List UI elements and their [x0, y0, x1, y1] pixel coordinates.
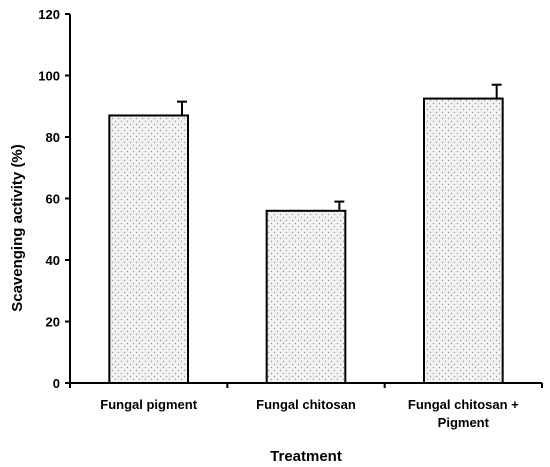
- y-axis: 0 20 40 60 80 100 120: [38, 7, 71, 391]
- bar: [423, 97, 504, 384]
- y-tick-label: 120: [38, 7, 60, 22]
- y-tick-label: 40: [46, 253, 60, 268]
- x-tick-label: Fungal pigment: [100, 397, 197, 412]
- x-axis-title: Treatment: [270, 448, 342, 465]
- y-axis-title: Scavenging activity (%): [9, 144, 26, 312]
- y-tick-label: 80: [46, 130, 60, 145]
- x-tick-label: Fungal chitosan: [256, 397, 356, 412]
- y-tick-label: 60: [46, 192, 60, 207]
- x-axis: Fungal pigment Fungal chitosan Fungal chit…: [69, 382, 543, 430]
- bars: [108, 83, 504, 384]
- x-tick-label-line: Fungal chitosan +: [408, 397, 519, 412]
- x-tick-label: Fungal chitosan + Pigment: [408, 397, 519, 430]
- y-tick-label: 100: [38, 69, 60, 84]
- y-tick-label: 0: [53, 376, 60, 391]
- bar: [108, 114, 189, 384]
- x-tick-label-line: Fungal pigment: [100, 397, 197, 412]
- y-tick-label: 20: [46, 315, 60, 330]
- x-tick-label-line: Pigment: [438, 415, 490, 430]
- bar: [265, 209, 347, 384]
- x-tick-label-line: Fungal chitosan: [256, 397, 356, 412]
